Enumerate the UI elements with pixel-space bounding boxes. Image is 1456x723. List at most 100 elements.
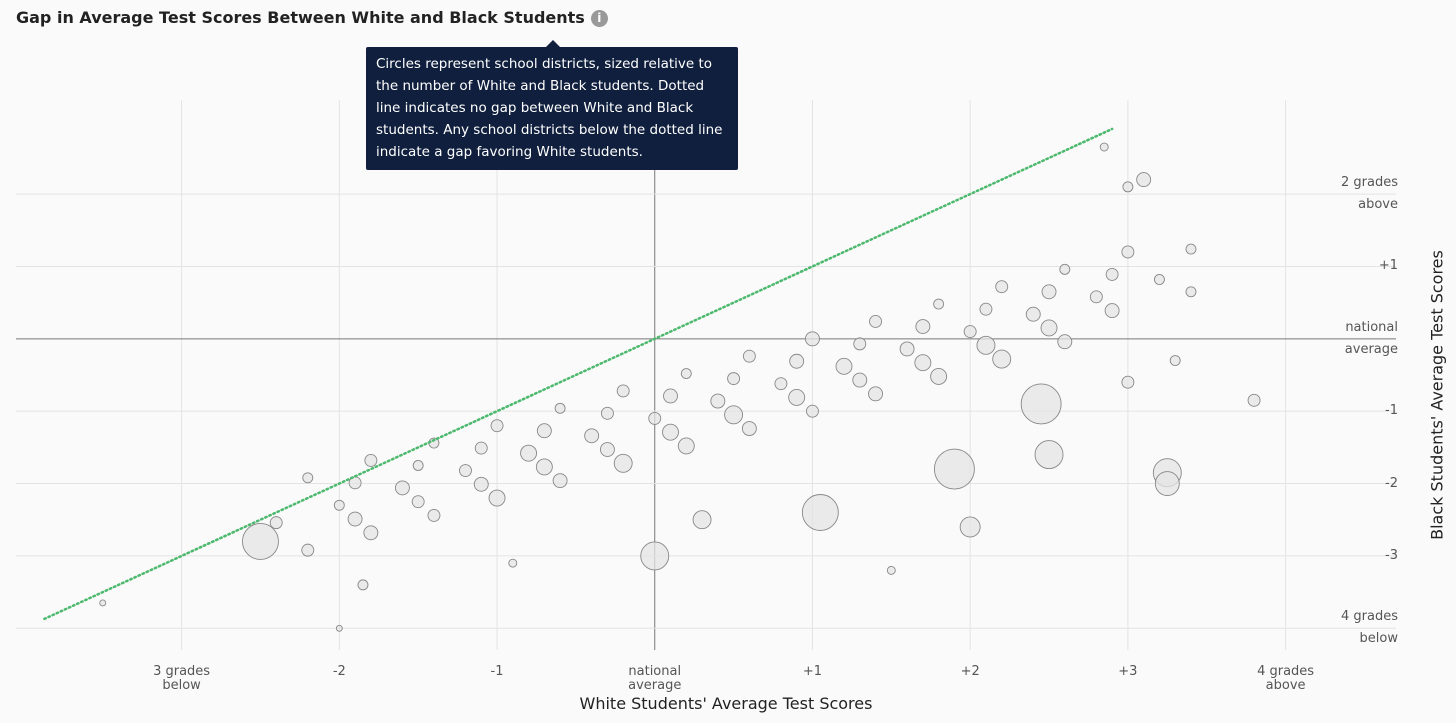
y-axis-title: Black Students' Average Test Scores xyxy=(1427,250,1447,540)
district-point xyxy=(724,405,744,425)
district-point xyxy=(788,388,806,406)
y-tick-label: -2 xyxy=(1385,475,1398,491)
x-tick-label: +2 xyxy=(960,664,980,679)
district-point xyxy=(1169,355,1181,366)
district-point xyxy=(427,508,441,522)
district-point xyxy=(992,349,1012,369)
district-point xyxy=(662,423,679,441)
district-point xyxy=(1104,303,1120,319)
district-point xyxy=(363,525,379,541)
y-tick-label: 4 grades below xyxy=(1341,609,1398,647)
district-point xyxy=(648,411,662,425)
district-point xyxy=(536,423,552,439)
district-point xyxy=(1185,243,1197,255)
district-point xyxy=(914,354,932,372)
y-tick-label: +1 xyxy=(1378,258,1398,274)
district-point xyxy=(333,499,345,511)
district-point xyxy=(1136,172,1152,188)
x-tick-label: national average xyxy=(628,664,682,693)
district-point xyxy=(412,460,424,471)
district-point xyxy=(99,599,107,607)
district-point xyxy=(490,419,504,433)
x-tick-label: 3 grades below xyxy=(153,664,211,693)
x-tick-label: -1 xyxy=(490,664,504,679)
district-point xyxy=(976,335,996,355)
district-point xyxy=(242,522,279,560)
district-point xyxy=(552,473,568,489)
district-point xyxy=(1034,440,1064,470)
district-point xyxy=(302,472,314,484)
district-point xyxy=(805,331,820,347)
x-axis-title: White Students' Average Test Scores xyxy=(579,694,873,713)
district-point xyxy=(963,325,977,339)
district-point xyxy=(1247,393,1261,407)
district-point xyxy=(364,453,378,467)
district-point xyxy=(1121,245,1135,259)
district-point xyxy=(1040,319,1058,337)
district-point xyxy=(852,372,868,388)
district-point xyxy=(806,404,819,418)
district-point xyxy=(959,516,981,538)
district-point xyxy=(1121,375,1135,389)
district-point xyxy=(979,302,993,316)
district-point xyxy=(357,579,369,591)
district-point xyxy=(1122,181,1134,193)
x-tick-label: +1 xyxy=(802,664,823,679)
district-point xyxy=(616,384,630,398)
y-tick-label: -1 xyxy=(1385,403,1398,419)
district-point xyxy=(599,442,615,457)
district-point xyxy=(613,453,633,473)
tooltip: Circles represent school districts, size… xyxy=(366,40,738,170)
district-point xyxy=(1154,471,1180,497)
district-point xyxy=(789,353,805,369)
district-point xyxy=(1025,306,1041,322)
district-point xyxy=(774,377,788,391)
chart-title: Gap in Average Test Scores Between White… xyxy=(16,8,608,27)
district-point xyxy=(1089,290,1103,304)
district-point xyxy=(269,516,283,530)
district-point xyxy=(995,280,1009,294)
district-point xyxy=(680,368,692,380)
district-point xyxy=(347,511,363,527)
district-point xyxy=(474,441,488,455)
district-point xyxy=(1185,286,1197,298)
district-point xyxy=(853,337,867,351)
y-tick-label: 2 grades above xyxy=(1341,175,1398,213)
district-point xyxy=(915,319,931,334)
district-point xyxy=(933,298,945,310)
x-tick-label: +3 xyxy=(1118,664,1138,679)
district-point xyxy=(663,388,678,404)
district-point xyxy=(554,402,566,414)
district-point xyxy=(727,372,741,386)
district-point xyxy=(301,543,315,557)
district-point xyxy=(1057,334,1073,350)
district-point xyxy=(1059,263,1071,275)
district-point xyxy=(640,541,670,571)
district-point xyxy=(1041,284,1057,300)
district-point xyxy=(933,448,975,490)
district-point xyxy=(473,476,489,492)
district-point xyxy=(600,406,614,420)
district-point xyxy=(930,367,948,385)
district-point xyxy=(899,341,915,357)
district-point xyxy=(692,510,712,530)
district-point xyxy=(508,558,518,568)
district-point xyxy=(459,464,472,477)
info-icon[interactable]: i xyxy=(590,10,608,27)
district-point xyxy=(741,421,757,437)
y-tick-label: -3 xyxy=(1385,547,1398,563)
district-point xyxy=(1099,142,1109,152)
district-point xyxy=(1153,274,1165,285)
district-point xyxy=(677,437,695,455)
no-gap-line xyxy=(43,127,1114,621)
district-point xyxy=(520,444,538,462)
district-point xyxy=(801,494,839,531)
district-point xyxy=(488,489,506,507)
district-point xyxy=(886,565,896,575)
district-point xyxy=(535,458,553,476)
title-text: Gap in Average Test Scores Between White… xyxy=(16,8,585,27)
district-point xyxy=(394,480,410,496)
district-point xyxy=(335,624,343,632)
